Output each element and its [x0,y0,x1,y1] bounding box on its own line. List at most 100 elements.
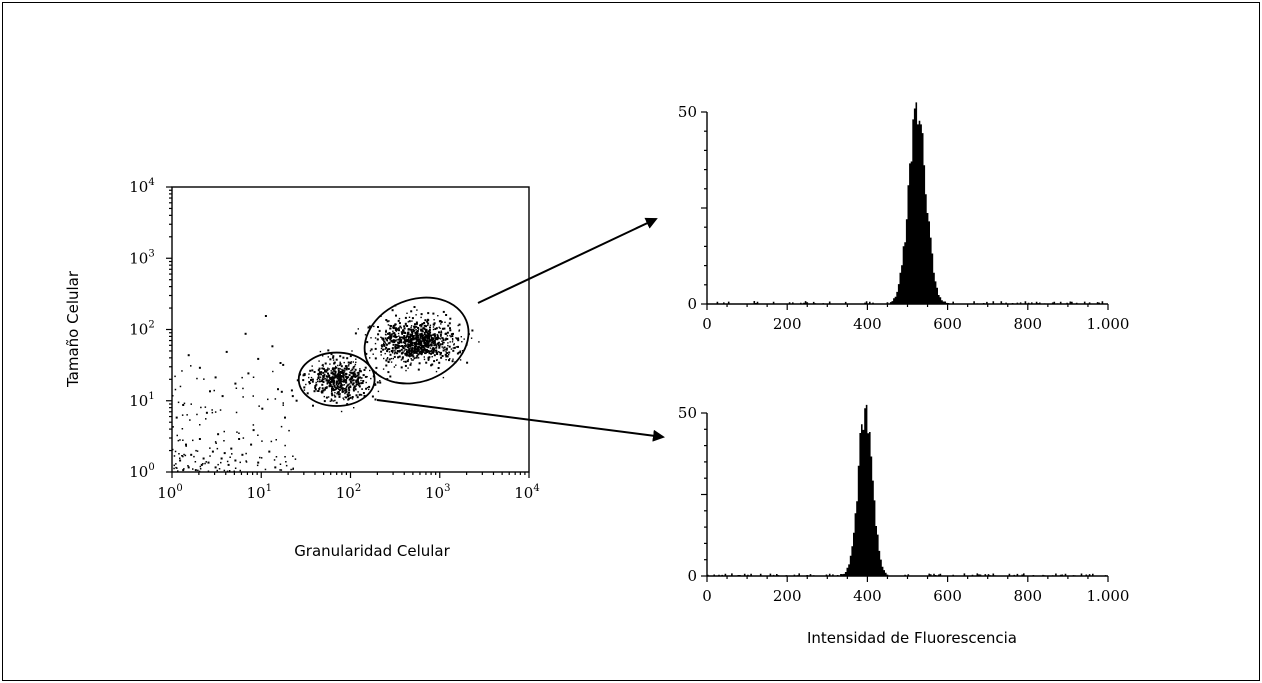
scatter-point [331,376,333,379]
scatter-point [390,361,393,363]
scatter-point [403,330,405,332]
scatter-point [198,366,201,369]
scatter-point [390,325,392,327]
scatter-point [324,386,327,389]
scatter-point [425,350,427,353]
scatter-point [433,339,436,342]
scatter-point [363,369,366,371]
scatter-point [344,396,346,398]
scatter-point [282,402,284,404]
scatter-point [252,424,255,426]
scatter-point [175,416,178,419]
scatter-point [344,388,347,390]
scatter-point [411,348,413,350]
scatter-point [383,357,385,360]
scatter-point [402,329,404,332]
scatter-point [397,346,400,349]
scatter-point [362,380,365,382]
scatter-point [204,406,207,408]
scatter-point [445,338,448,341]
scatter-point [428,338,431,341]
scatter-point [420,324,423,327]
scatter-point [322,371,325,374]
scatter-point [436,353,439,355]
scatter-point [385,319,388,321]
scatter-point [179,459,182,462]
scatter-point [204,462,206,465]
scatter-point [338,373,340,375]
scatter-point [433,324,435,326]
scatter-point [445,354,447,356]
histogram-bottom-x-tick-label: 800 [1013,587,1042,605]
scatter-point [279,362,282,364]
scatter-point [331,380,334,383]
scatter-point [437,345,440,347]
scatter-point [435,349,438,351]
scatter-point [324,371,326,373]
scatter-point [190,403,192,405]
scatter-point [426,332,429,335]
scatter-point [183,468,185,470]
scatter-point [411,354,414,357]
scatter-point [319,350,322,353]
scatter-point [400,331,403,333]
scatter-point [351,396,354,398]
scatter-point [384,348,386,350]
scatter-point [457,345,459,348]
scatter-point [352,382,355,385]
scatter-point [438,337,441,339]
scatter-point [437,367,440,369]
scatter-point [408,316,411,318]
scatter-point [335,381,338,384]
scatter-point [425,361,428,364]
scatter-point [344,392,346,395]
scatter-point [347,386,350,389]
scatter-point [417,353,420,356]
scatter-point [374,398,377,401]
scatter-point [410,334,413,337]
scatter-point [244,332,247,335]
scatter-point [380,347,383,350]
scatter-point [333,369,335,372]
scatter-point [337,374,340,377]
scatter-point [331,378,333,381]
scatter-point [417,334,420,337]
scatter-point [348,391,350,394]
scatter-point [398,342,400,344]
scatter-point [427,358,430,361]
scatter-point [411,339,414,341]
scatter-point [355,375,358,377]
scatter-point [432,326,435,328]
scatter-point [386,350,389,353]
scatter-point [338,379,341,382]
scatter-point [416,347,419,350]
scatter-point [449,334,451,337]
scatter-point [357,381,360,384]
scatter-point [384,341,386,344]
scatter-point [399,325,402,328]
scatter-point [354,368,357,371]
scatter-point [407,321,409,323]
scatter-point [420,326,422,328]
histogram-bottom: 0 50 0 200 400 600 800 1.000 Intensidad de Fluo… [678,404,1130,647]
scatter-point [470,337,473,339]
scatter-point [413,325,415,328]
scatter-point [416,354,419,357]
scatter-point [330,372,333,375]
scatter-point [346,357,349,360]
scatter-point [434,342,436,345]
scatter-point [414,346,417,349]
scatter-point [205,411,208,414]
scatter-point [189,419,191,421]
scatter-point [432,340,435,343]
scatter-point [334,399,336,402]
scatter-point [308,381,311,383]
scatter-point [415,333,417,335]
scatter-point [275,439,277,441]
scatter-point [330,392,333,395]
scatter-point [339,368,341,370]
scatter-point [435,327,438,330]
scatter-point [425,328,428,331]
scatter-point [417,343,420,346]
scatter-point [387,337,390,340]
